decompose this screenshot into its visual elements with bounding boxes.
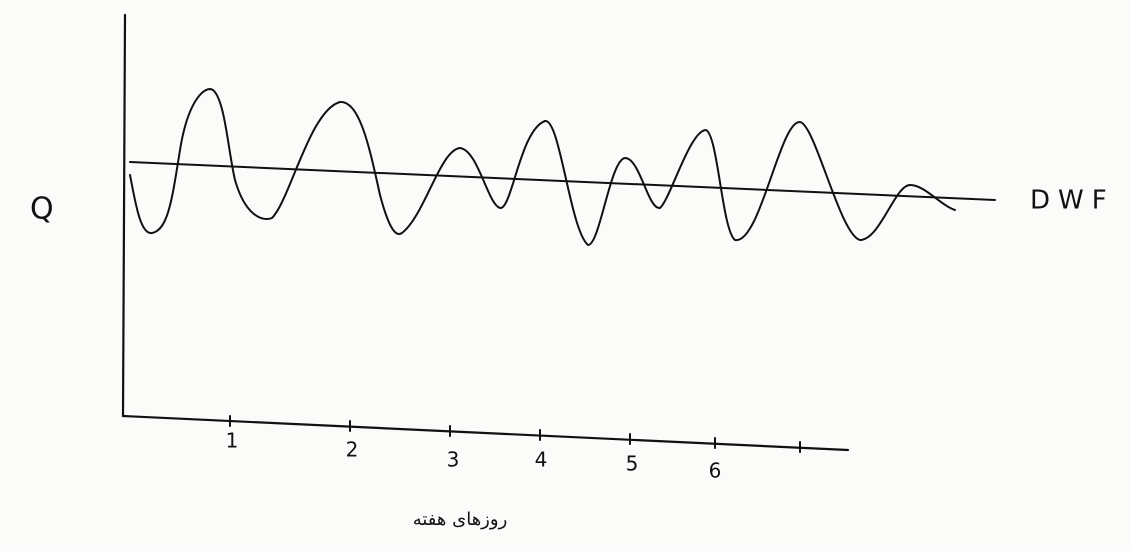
x-axis (121, 414, 850, 452)
flow-curve (129, 88, 956, 246)
x-axis-label: روزهای هفته (413, 509, 508, 530)
dwf-line (129, 161, 996, 201)
y-axis (121, 13, 127, 418)
x-tick-label: 4 (535, 448, 548, 472)
x-tick-label: 6 (709, 459, 722, 483)
x-tick-label: 1 (226, 429, 239, 453)
y-axis-label: Q (30, 192, 54, 227)
x-tick-label: 3 (447, 448, 460, 472)
dwf-label: DWF (1030, 186, 1115, 216)
x-tick-label: 2 (346, 438, 359, 462)
x-tick-marks (229, 415, 801, 453)
x-tick-label: 5 (626, 452, 639, 476)
